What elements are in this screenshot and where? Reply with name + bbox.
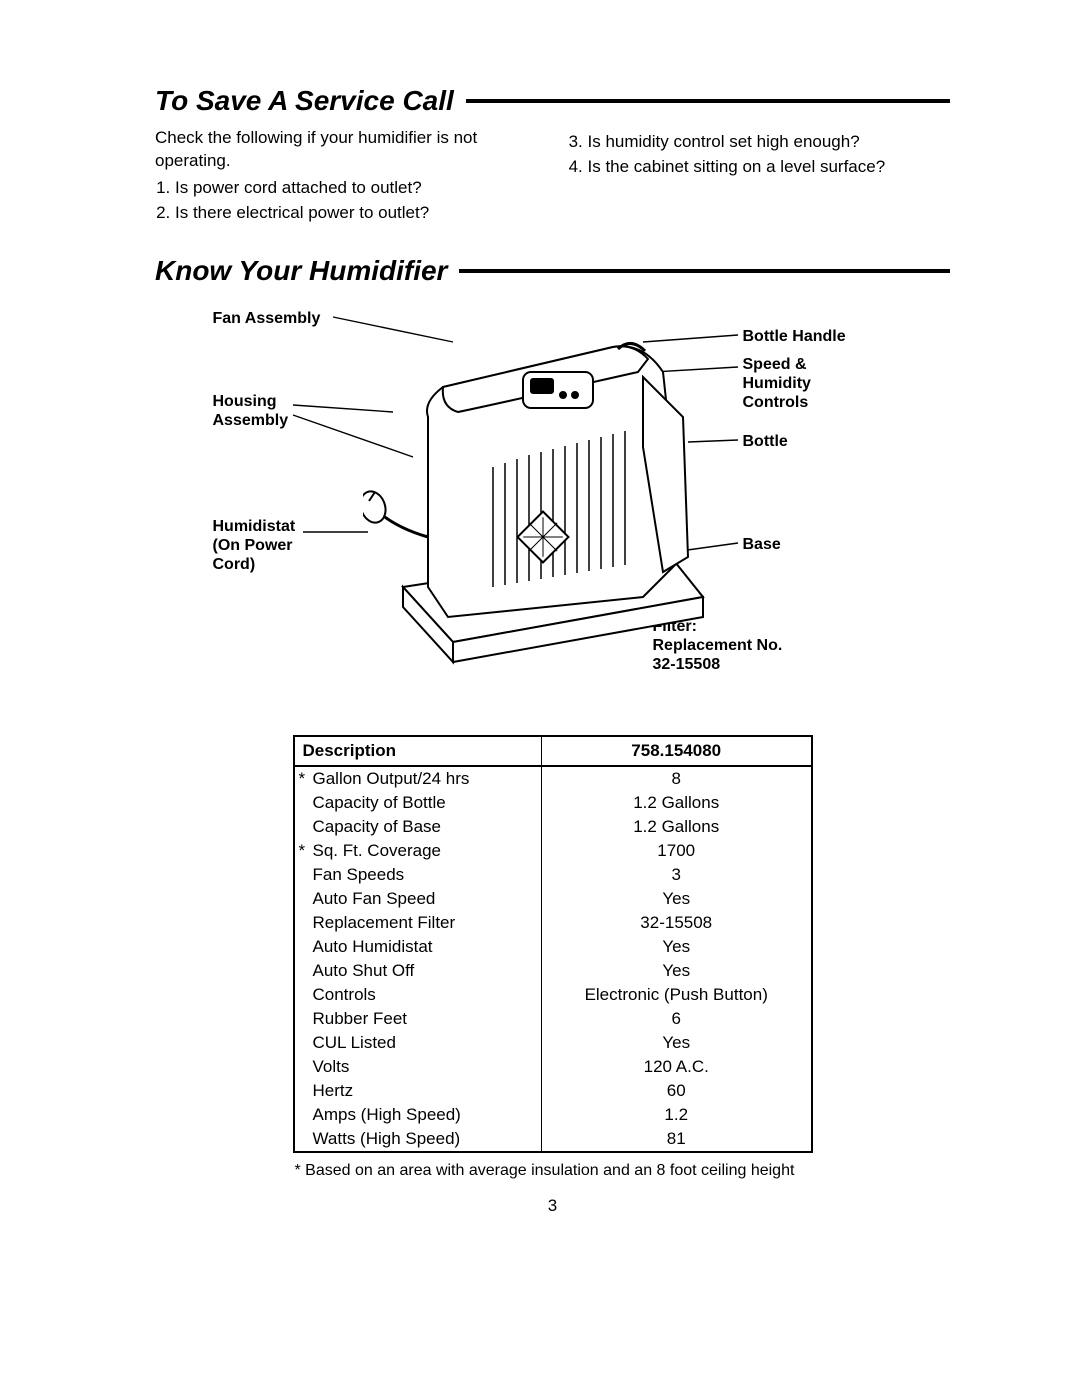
table-cell-value: 3	[541, 863, 811, 887]
table-cell-description: Rubber Feet	[294, 1007, 542, 1031]
heading-rule	[459, 269, 950, 273]
table-cell-value: 6	[541, 1007, 811, 1031]
heading-know-humidifier: Know Your Humidifier	[155, 255, 950, 287]
table-cell-description: Watts (High Speed)	[294, 1127, 542, 1152]
checklist-right: Is humidity control set high enough? Is …	[568, 131, 951, 179]
manual-page: To Save A Service Call Check the followi…	[0, 0, 1080, 1397]
table-row: ControlsElectronic (Push Button)	[294, 983, 812, 1007]
heading-text: Know Your Humidifier	[155, 255, 447, 287]
table-cell-value: 8	[541, 766, 811, 791]
table-cell-value: Yes	[541, 887, 811, 911]
table-cell-description: *Gallon Output/24 hrs	[294, 766, 542, 791]
page-number: 3	[155, 1196, 950, 1216]
table-cell-value: Electronic (Push Button)	[541, 983, 811, 1007]
table-header: 758.154080	[541, 736, 811, 766]
spec-table: Description 758.154080 *Gallon Output/24…	[293, 735, 813, 1153]
table-row: Auto Fan SpeedYes	[294, 887, 812, 911]
table-cell-description: Amps (High Speed)	[294, 1103, 542, 1127]
table-cell-description: Fan Speeds	[294, 863, 542, 887]
table-cell-value: 1.2 Gallons	[541, 791, 811, 815]
table-cell-value: 81	[541, 1127, 811, 1152]
table-row: Watts (High Speed)81	[294, 1127, 812, 1152]
table-row: CUL ListedYes	[294, 1031, 812, 1055]
table-row: Hertz60	[294, 1079, 812, 1103]
table-cell-description: Hertz	[294, 1079, 542, 1103]
table-cell-description: Auto Shut Off	[294, 959, 542, 983]
table-row: *Gallon Output/24 hrs8	[294, 766, 812, 791]
checklist-left: Is power cord attached to outlet? Is the…	[155, 177, 538, 225]
table-cell-value: Yes	[541, 935, 811, 959]
table-row: Rubber Feet6	[294, 1007, 812, 1031]
table-cell-value: 32-15508	[541, 911, 811, 935]
table-cell-value: 1.2	[541, 1103, 811, 1127]
table-cell-value: Yes	[541, 959, 811, 983]
table-row: Capacity of Base1.2 Gallons	[294, 815, 812, 839]
checklist-item: Is there electrical power to outlet?	[175, 202, 538, 225]
heading-service-call: To Save A Service Call	[155, 85, 950, 117]
checklist-item: Is power cord attached to outlet?	[175, 177, 538, 200]
table-row: Auto Shut OffYes	[294, 959, 812, 983]
checklist-left-column: Check the following if your humidifier i…	[155, 127, 538, 227]
table-cell-description: Auto Fan Speed	[294, 887, 542, 911]
service-checklist: Check the following if your humidifier i…	[155, 127, 950, 227]
table-cell-description: Volts	[294, 1055, 542, 1079]
table-cell-description: CUL Listed	[294, 1031, 542, 1055]
humidifier-diagram: Fan Assembly Housing Assembly Humidistat…	[183, 297, 923, 717]
checklist-intro: Check the following if your humidifier i…	[155, 128, 477, 170]
table-row: Volts120 A.C.	[294, 1055, 812, 1079]
heading-rule	[466, 99, 950, 103]
table-row: Capacity of Bottle1.2 Gallons	[294, 791, 812, 815]
table-header: Description	[294, 736, 542, 766]
checklist-right-column: Is humidity control set high enough? Is …	[568, 127, 951, 227]
humidifier-illustration	[363, 307, 743, 687]
table-cell-description: Capacity of Base	[294, 815, 542, 839]
table-cell-description: Replacement Filter	[294, 911, 542, 935]
footnote-star-icon: *	[299, 769, 306, 789]
checklist-item: Is the cabinet sitting on a level surfac…	[588, 156, 951, 179]
table-cell-value: 1700	[541, 839, 811, 863]
table-cell-value: 120 A.C.	[541, 1055, 811, 1079]
table-cell-description: Auto Humidistat	[294, 935, 542, 959]
table-footnote: * Based on an area with average insulati…	[293, 1161, 813, 1182]
table-cell-description: Controls	[294, 983, 542, 1007]
table-row: Replacement Filter32-15508	[294, 911, 812, 935]
table-row: *Sq. Ft. Coverage1700	[294, 839, 812, 863]
table-row: Fan Speeds3	[294, 863, 812, 887]
table-cell-value: 1.2 Gallons	[541, 815, 811, 839]
table-row: Amps (High Speed)1.2	[294, 1103, 812, 1127]
table-header-row: Description 758.154080	[294, 736, 812, 766]
table-cell-description: Capacity of Bottle	[294, 791, 542, 815]
heading-text: To Save A Service Call	[155, 85, 454, 117]
table-cell-value: 60	[541, 1079, 811, 1103]
table-cell-description: *Sq. Ft. Coverage	[294, 839, 542, 863]
table-cell-value: Yes	[541, 1031, 811, 1055]
checklist-item: Is humidity control set high enough?	[588, 131, 951, 154]
footnote-star-icon: *	[299, 841, 306, 861]
table-row: Auto HumidistatYes	[294, 935, 812, 959]
